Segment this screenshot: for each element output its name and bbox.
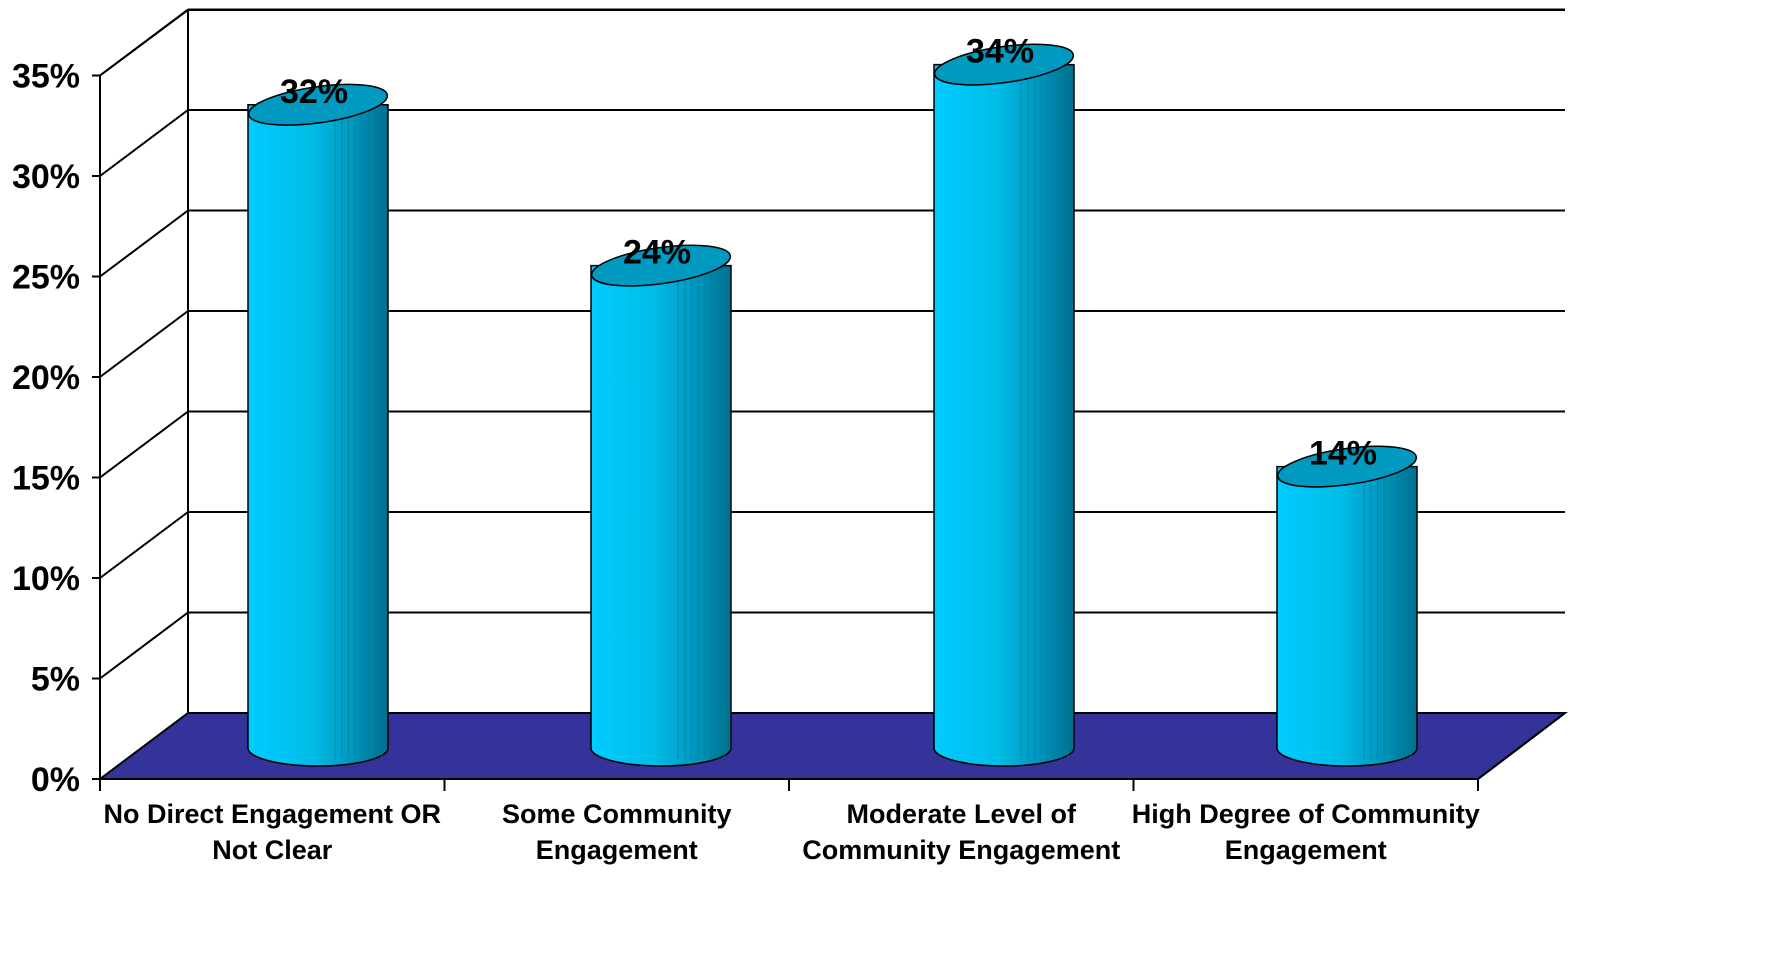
side-wall-top-edge [99, 9, 189, 77]
bar-top [1276, 445, 1418, 488]
y-tick-label: 35% [12, 58, 80, 96]
x-category-label-line: High Degree of Community [1132, 799, 1480, 829]
side-wall-gridline [99, 310, 189, 378]
x-category-label-line: No Direct Engagement OR [103, 799, 441, 829]
data-label: 32% [280, 73, 348, 111]
bars [247, 43, 1418, 767]
y-tick-label: 20% [12, 359, 80, 397]
x-category-label-line: Engagement [536, 835, 698, 865]
side-wall-gridline [99, 209, 189, 278]
bar-body [1276, 465, 1418, 767]
bar-body [933, 63, 1075, 767]
x-category-label-line: Moderate Level of [846, 799, 1077, 829]
bar [1276, 445, 1418, 767]
axes [92, 74, 1566, 791]
x-category-label-line: Engagement [1225, 835, 1387, 865]
bar [590, 244, 732, 767]
bar-top [590, 244, 732, 287]
x-category-label: High Degree of Community Engagement [1132, 799, 1480, 865]
bar [933, 43, 1075, 767]
x-category-label: No Direct Engagement OR Not Clear [103, 799, 441, 865]
bar-top [247, 83, 389, 126]
data-label: 24% [623, 234, 691, 272]
y-tick-label: 30% [12, 158, 80, 196]
side-wall-gridline [99, 410, 189, 479]
side-wall-gridline [99, 109, 189, 177]
bar-body [247, 104, 389, 767]
side-wall-gridline [99, 511, 189, 579]
labels: 0% 5% 10% 15% 20% 25% 30% 35% 32% 24% 34% 14% No Dir… [12, 33, 1480, 865]
bar [247, 83, 389, 767]
data-label: 34% [966, 33, 1034, 71]
floor-right-edge [1477, 712, 1566, 780]
x-category-label: Moderate Level of Community Engagement [802, 799, 1120, 865]
plot-back-wall [99, 8, 1565, 713]
y-tick-label: 15% [12, 460, 80, 498]
x-category-label-line: Some Community [502, 799, 732, 829]
bar-body [590, 264, 732, 767]
y-tick-label: 10% [12, 560, 80, 598]
side-wall-gridline [99, 611, 189, 680]
x-category-label-line: Not Clear [212, 835, 333, 865]
y-tick-label: 0% [31, 761, 80, 799]
y-tick-label: 5% [31, 661, 80, 699]
x-category-label: Some Community Engagement [502, 799, 732, 865]
y-tick-label: 25% [12, 259, 80, 297]
bar-top [933, 43, 1075, 86]
x-category-label-line: Community Engagement [802, 835, 1120, 865]
data-label: 14% [1309, 435, 1377, 473]
